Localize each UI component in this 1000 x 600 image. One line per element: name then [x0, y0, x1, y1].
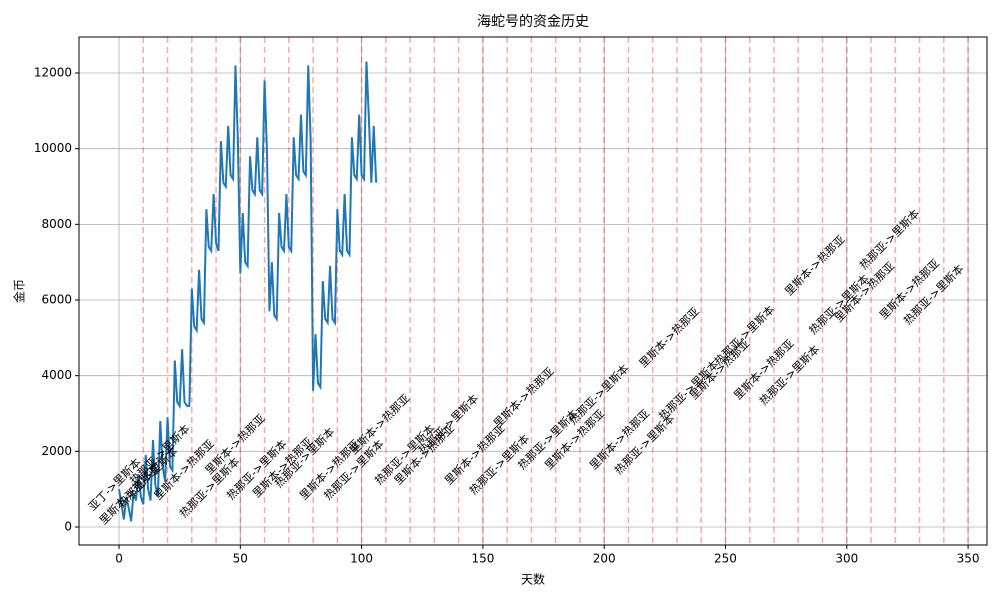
- annotation: 里斯本->热那亚: [782, 232, 848, 298]
- plot-frame: [78, 36, 988, 546]
- y-tick-label: 2000: [41, 444, 72, 458]
- y-tick-label: 0: [64, 519, 72, 533]
- x-tick-label: 0: [115, 552, 123, 566]
- data-line: [118, 61, 378, 522]
- y-tick-label: 12000: [34, 66, 72, 80]
- y-tick-label: 6000: [41, 293, 72, 307]
- x-tick-label: 250: [714, 552, 737, 566]
- x-axis-label: 天数: [521, 572, 545, 587]
- y-tick-label: 8000: [41, 217, 72, 231]
- annotation: 热那亚->里斯本: [806, 271, 872, 337]
- annotation: 热那亚->里斯本: [655, 357, 721, 423]
- annotation: 里斯本->热那亚: [490, 364, 556, 430]
- x-tick-label: 350: [957, 552, 980, 566]
- y-axis-label: 金币: [12, 279, 27, 303]
- x-tick-label: 200: [593, 552, 616, 566]
- annotation: 里斯本->热那亚: [636, 304, 702, 370]
- y-tick-label: 10000: [34, 141, 72, 155]
- chart-title: 海蛇号的资金历史: [477, 14, 589, 30]
- x-tick-label: 150: [471, 552, 494, 566]
- x-tick-label: 300: [835, 552, 858, 566]
- y-tick-label: 4000: [41, 368, 72, 382]
- x-tick-label: 50: [233, 552, 248, 566]
- x-tick-label: 100: [350, 552, 373, 566]
